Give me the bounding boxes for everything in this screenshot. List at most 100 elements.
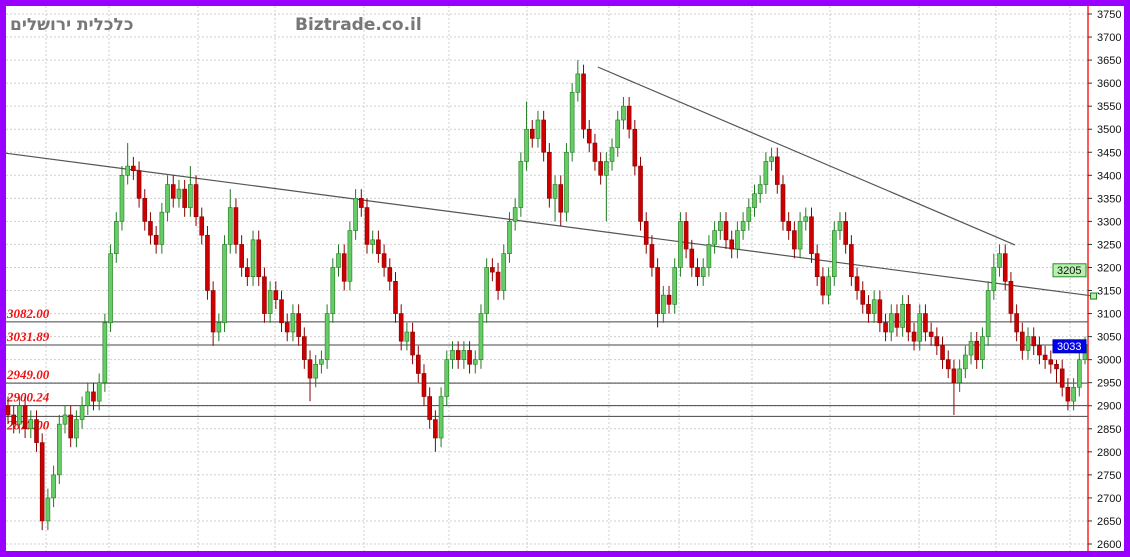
candle [945, 350, 951, 379]
candle-body [1037, 345, 1042, 356]
candle-body [79, 405, 85, 420]
candle [552, 175, 558, 222]
candle-body [1071, 387, 1076, 402]
candle [746, 198, 752, 231]
price-marker-box [1052, 263, 1087, 278]
y-tick-label: 2800 [1097, 447, 1121, 459]
candle-body [381, 253, 387, 268]
candle [1059, 359, 1065, 397]
candle [1031, 327, 1037, 356]
candle-body [934, 336, 940, 347]
candle-body [91, 391, 96, 402]
candle [763, 152, 769, 194]
y-tick-label: 3400 [1097, 170, 1121, 182]
candle-body [256, 239, 262, 277]
candle [28, 410, 34, 438]
candle-body [814, 253, 820, 277]
candle [1042, 345, 1048, 369]
candle-body [176, 188, 182, 199]
candle-body [1065, 387, 1071, 402]
candle-body [661, 294, 666, 314]
candle-body [706, 244, 712, 268]
candle-body [547, 151, 552, 199]
candle-body [655, 267, 660, 314]
candle [854, 267, 860, 300]
candle-body [678, 221, 683, 268]
candle-body [507, 221, 512, 254]
candle [809, 207, 814, 263]
candle [655, 258, 660, 328]
price-marker-box [1052, 339, 1087, 354]
y-tick-label: 3100 [1097, 309, 1121, 321]
level-label: 3031.89 [6, 329, 50, 344]
candle [1037, 336, 1042, 365]
price-marker-label: 3205 [1057, 265, 1081, 277]
candle-body [866, 304, 871, 314]
candle-body [729, 239, 734, 250]
candle-body [341, 253, 347, 282]
candle [472, 350, 478, 374]
candle-body [336, 253, 341, 268]
candle [774, 147, 780, 194]
candle-body [951, 368, 957, 383]
candle-body [780, 184, 786, 222]
candle [877, 290, 883, 332]
candle-body [182, 188, 187, 208]
candle-body [598, 161, 603, 176]
candle [461, 341, 467, 369]
candle [649, 235, 655, 277]
candle-body [894, 313, 900, 328]
y-tick-label: 3150 [1097, 286, 1121, 298]
candle [934, 327, 940, 356]
candle-body [478, 313, 484, 360]
candle-body [1031, 336, 1037, 347]
candle-body [923, 313, 928, 333]
candle [450, 341, 455, 369]
candle [227, 189, 233, 254]
candle [170, 175, 176, 208]
candle [786, 212, 791, 240]
candle-body [28, 419, 34, 430]
candle [364, 198, 370, 254]
candle [307, 350, 313, 402]
candle-body [393, 281, 398, 314]
candle [296, 304, 301, 346]
candle [56, 414, 62, 485]
candle [404, 322, 410, 351]
candle [592, 133, 598, 171]
candle-body [387, 267, 393, 282]
candle [96, 373, 102, 411]
candle [302, 327, 307, 369]
candle [598, 152, 603, 185]
candle [826, 267, 831, 305]
level-label: 2877.00 [6, 417, 50, 432]
candle-body [68, 414, 73, 439]
y-tick-label: 3450 [1097, 147, 1121, 159]
candle-body [763, 161, 769, 185]
y-tick-label: 3750 [1097, 9, 1121, 21]
candle [911, 322, 917, 351]
candle-body [757, 184, 763, 195]
candle [843, 212, 848, 254]
candle [1014, 304, 1019, 342]
candle [860, 281, 866, 314]
candle [398, 304, 404, 351]
candle-body [581, 73, 586, 130]
candle [632, 120, 638, 176]
candle-body [906, 304, 911, 333]
candle-body [490, 267, 495, 273]
candle-body [826, 276, 831, 296]
candle [985, 281, 991, 346]
candle [1065, 378, 1071, 411]
candle-body [849, 244, 854, 277]
trendline [597, 66, 1016, 246]
candle-body [45, 497, 51, 522]
candles [5, 60, 1088, 531]
candle-body [797, 221, 803, 250]
y-tick-label: 2950 [1097, 378, 1121, 390]
candle [11, 405, 16, 434]
candle [347, 221, 353, 291]
candle-body [467, 350, 472, 365]
candle-body [615, 119, 621, 148]
